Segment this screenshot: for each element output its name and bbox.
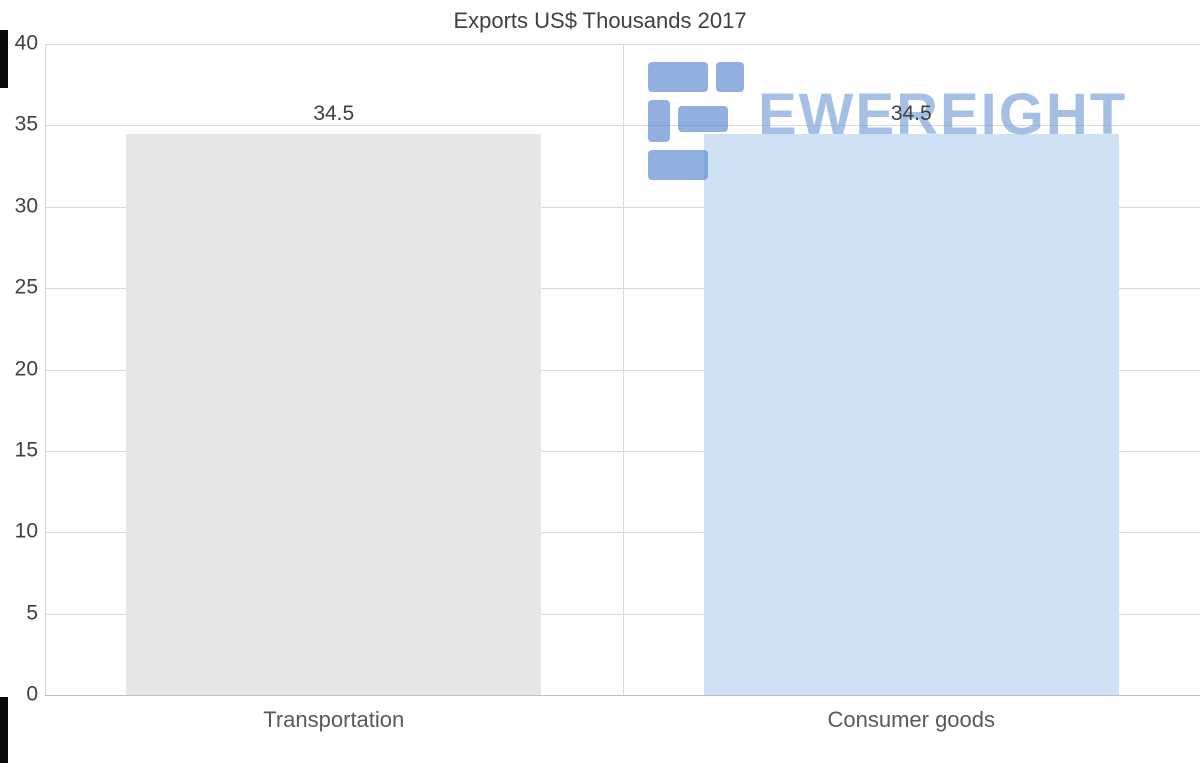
bar-consumer-goods (703, 133, 1119, 695)
y-tick-label-5: 5 (26, 601, 38, 625)
y-tick-label-25: 25 (14, 275, 38, 299)
category-separator-line (622, 44, 624, 695)
bar-transportation (126, 133, 542, 695)
screen-edge-mark-bottom (0, 697, 8, 763)
y-tick-label-20: 20 (14, 357, 38, 381)
bar-value-label: 34.5 (313, 101, 355, 125)
gridline-y-0 (45, 695, 1200, 696)
bar-value-label: 34.5 (890, 101, 932, 125)
y-tick-label-0: 0 (26, 682, 38, 706)
y-tick-label-10: 10 (14, 519, 38, 543)
y-tick-label-15: 15 (14, 438, 38, 462)
y-axis-line (45, 44, 46, 695)
chart-title: Exports US$ Thousands 2017 (453, 8, 747, 33)
x-axis-label-0: Transportation (263, 707, 405, 732)
screen-edge-mark-top (0, 30, 8, 88)
y-tick-label-40: 40 (14, 31, 38, 55)
y-tick-label-35: 35 (14, 112, 38, 136)
x-axis-label-1: Consumer goods (827, 707, 996, 732)
y-tick-label-30: 30 (14, 194, 38, 218)
